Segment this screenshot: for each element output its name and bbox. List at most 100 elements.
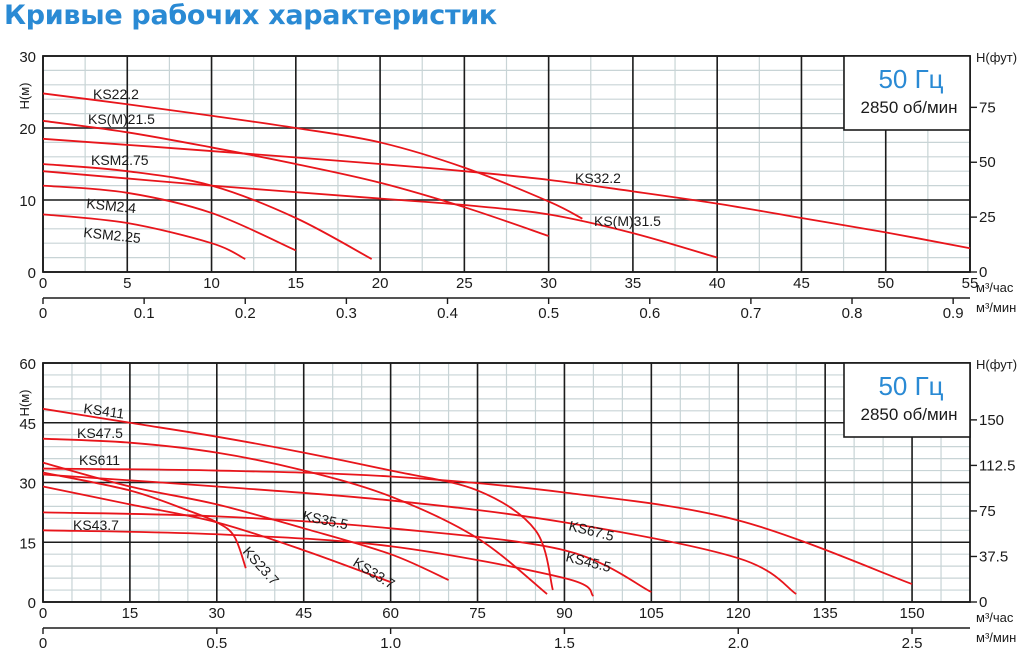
y2-tick-label: 37.5 <box>979 548 1008 565</box>
x-tick-label: 50 <box>877 275 894 292</box>
curve-ksm2-4 <box>42 184 297 252</box>
speed-label: 2850 об/мин <box>860 405 957 424</box>
y-axis-label: H(м) <box>17 83 32 110</box>
x-axis-unit-m3h: м³/час <box>976 280 1014 295</box>
curve-ks-m-31-5 <box>42 170 718 259</box>
curve-label: KS67.5 <box>567 517 616 544</box>
x-tick-label: 150 <box>900 605 925 622</box>
x2-tick-label: 0 <box>39 305 47 322</box>
y-tick-label: 45 <box>19 416 36 433</box>
y2-tick-label: 50 <box>979 154 996 171</box>
curve-label: KSM2.25 <box>83 224 142 246</box>
x2-tick-label: 1.0 <box>380 635 401 650</box>
y2-axis-label: H(фут) <box>976 50 1017 65</box>
x-tick-label: 55 <box>962 275 979 292</box>
x2-tick-label: 0.5 <box>206 635 227 650</box>
y-axis-label: H(м) <box>17 390 32 417</box>
frequency-label: 50 Гц <box>878 64 943 94</box>
curve-ksm2-25 <box>42 213 246 260</box>
chart-bottom: 50 Гц 2850 об/мин 0 15 30 45 60 H(м) 0 37.5 75 112.… <box>17 356 1017 650</box>
x-tick-label: 20 <box>372 275 389 292</box>
curve-ks23-7 <box>42 471 247 569</box>
x2-tick-label: 2.5 <box>902 635 923 650</box>
x-axis-unit-m3min: м³/мин <box>976 300 1016 315</box>
x-tick-label: 5 <box>123 275 131 292</box>
frequency-badge <box>843 55 971 131</box>
x-tick-label: 0 <box>39 275 47 292</box>
x-tick-label: 40 <box>709 275 726 292</box>
curve-label: KS43.7 <box>73 517 119 533</box>
x-tick-label: 35 <box>625 275 642 292</box>
curve-label: KS611 <box>79 452 120 468</box>
y2-tick-label: 150 <box>979 412 1004 429</box>
page-title: Кривые рабочих характеристик <box>4 0 497 31</box>
y2-tick-label: 0 <box>979 594 987 611</box>
x-tick-label: 25 <box>456 275 473 292</box>
y-tick-label: 0 <box>28 595 36 612</box>
curve-ks47-5 <box>42 437 548 595</box>
x-tick-label: 0 <box>39 605 47 622</box>
x2-tick-label: 0.2 <box>235 305 256 322</box>
curve-ks45-5 <box>42 511 652 593</box>
x-tick-label: 30 <box>540 275 557 292</box>
curve-label: KS(M)21.5 <box>88 111 155 127</box>
x2-tick-label: 0.9 <box>943 305 964 322</box>
curve-ks22-2 <box>42 92 583 220</box>
curve-ks611 <box>42 467 913 585</box>
curve-ks32-2 <box>42 137 971 250</box>
x2-tick-label: 1.5 <box>554 635 575 650</box>
x2-tick-label: 0.5 <box>538 305 559 322</box>
curve-ks411 <box>42 407 554 591</box>
x-tick-label: 135 <box>813 605 838 622</box>
curve-label: KS45.5 <box>564 548 613 575</box>
y2-axis-label: H(фут) <box>976 357 1017 372</box>
x-tick-label: 75 <box>469 605 486 622</box>
x-tick-label: 60 <box>382 605 399 622</box>
x-tick-label: 90 <box>556 605 573 622</box>
curve-label: KS47.5 <box>77 425 123 441</box>
x-tick-label: 15 <box>287 275 304 292</box>
x2-tick-label: 0.8 <box>842 305 863 322</box>
y2-tick-label: 0 <box>979 264 987 281</box>
x-tick-label: 120 <box>726 605 751 622</box>
curve-label: KSM2.4 <box>86 195 137 216</box>
frequency-badge <box>843 362 971 438</box>
curve-label: KS411 <box>83 400 126 422</box>
curve-ksm2-75 <box>42 163 373 260</box>
frequency-label: 50 Гц <box>878 371 943 401</box>
x-tick-label: 45 <box>295 605 312 622</box>
curve-ks35-5 <box>42 461 449 581</box>
x-tick-label: 30 <box>208 605 225 622</box>
x-tick-label: 105 <box>639 605 664 622</box>
x2-tick-label: 0.7 <box>740 305 761 322</box>
curve-label: KS35.5 <box>301 507 349 532</box>
x2-tick-label: 0.6 <box>639 305 660 322</box>
x2-tick-label: 0.3 <box>336 305 357 322</box>
y2-tick-label: 112.5 <box>979 457 1015 474</box>
curve-label: KS(M)31.5 <box>594 213 661 229</box>
y-tick-label: 10 <box>19 193 36 210</box>
y-tick-label: 60 <box>19 356 36 373</box>
curve-ks43-7 <box>42 529 595 597</box>
x-axis-unit-m3min: м³/мин <box>976 630 1016 645</box>
curve-label: KS22.2 <box>93 86 139 102</box>
curve-ks-m-21-5 <box>42 119 549 237</box>
curve-label: KS32.2 <box>575 170 621 186</box>
curve-ks67-5 <box>42 473 797 595</box>
x-tick-label: 15 <box>122 605 139 622</box>
speed-label: 2850 об/мин <box>860 98 957 117</box>
curve-label: KSM2.75 <box>91 152 149 168</box>
x2-tick-label: 0.4 <box>437 305 458 322</box>
x-axis-unit-m3h: м³/час <box>976 610 1014 625</box>
y-tick-label: 15 <box>19 535 36 552</box>
y2-tick-label: 75 <box>979 99 996 116</box>
x2-tick-label: 0 <box>39 635 47 650</box>
x2-tick-label: 0.1 <box>134 305 155 322</box>
y2-tick-label: 75 <box>979 503 996 520</box>
y-tick-label: 30 <box>19 49 36 66</box>
y-tick-label: 20 <box>19 121 36 138</box>
y-tick-label: 30 <box>19 476 36 493</box>
y2-tick-label: 25 <box>979 209 996 226</box>
